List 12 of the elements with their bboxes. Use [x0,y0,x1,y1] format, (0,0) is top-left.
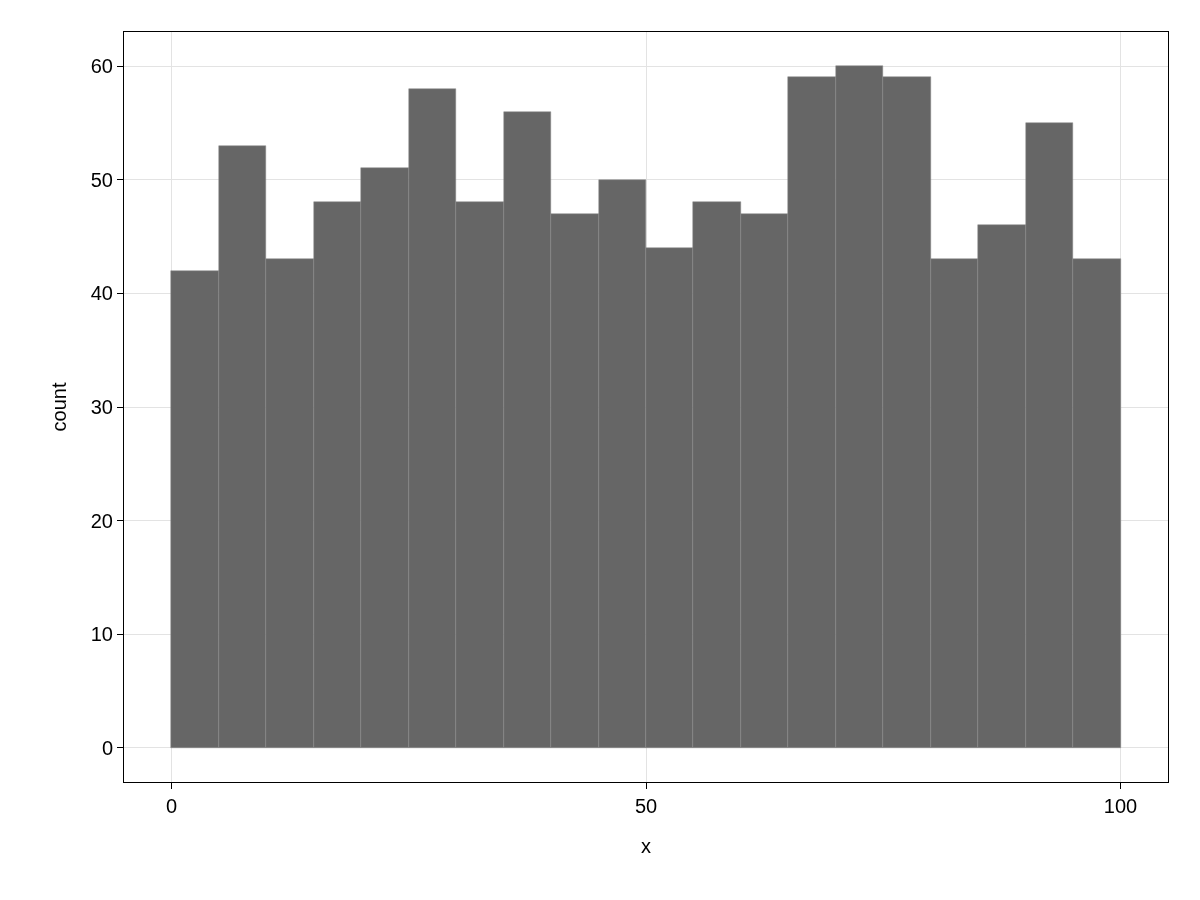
x-tick-label: 50 [634,795,658,817]
y-tick-label: 40 [90,282,113,305]
x-tick-label: 100 [1103,795,1138,817]
x-axis-title: x [641,834,651,857]
y-tick-label: 20 [90,509,113,532]
y-axis-title: count [48,382,71,432]
y-tick-label: 10 [90,623,113,646]
y-tick-label: 60 [90,55,113,78]
y-tick-label: 30 [90,396,113,418]
x-tick-label: 0 [165,795,178,817]
y-tick-label: 50 [90,168,113,191]
y-tick-label: 0 [101,736,113,759]
